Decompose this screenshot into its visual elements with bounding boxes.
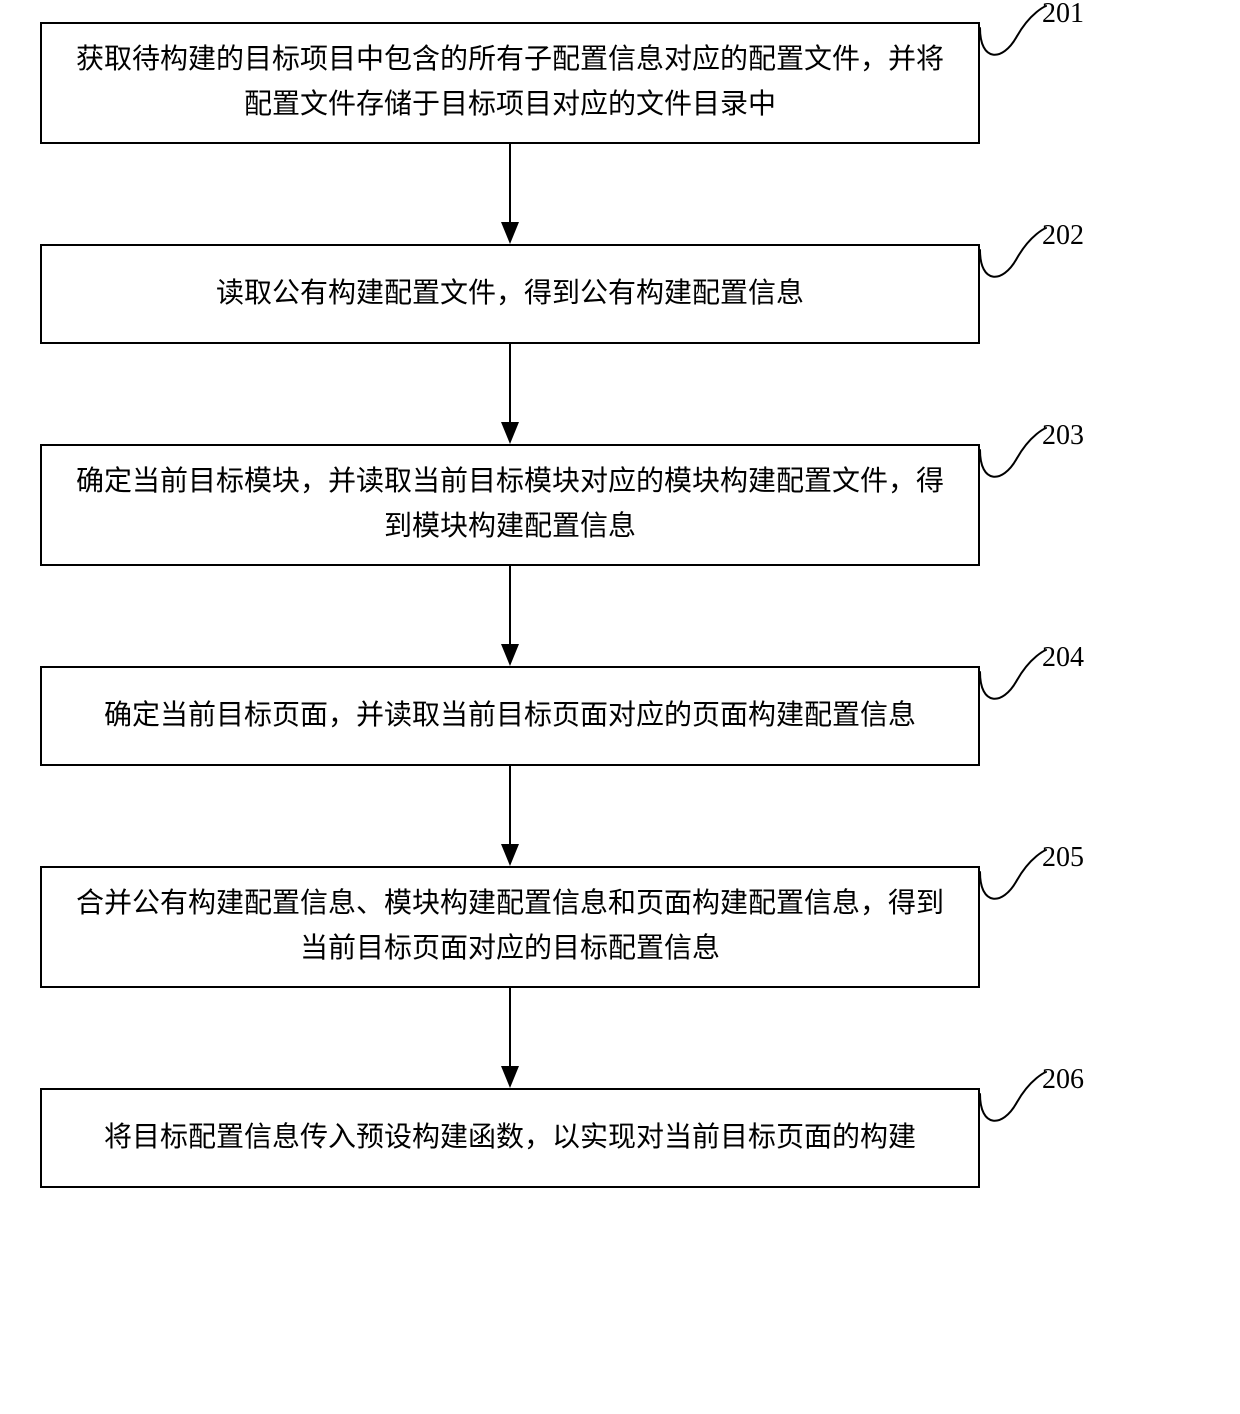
flow-step-text: 获取待构建的目标项目中包含的所有子配置信息对应的配置文件，并将配置文件存储于目标… [72, 38, 948, 128]
flow-step-label: 203 [1042, 420, 1084, 452]
flow-step-203: 确定当前目标模块，并读取当前目标模块对应的模块构建配置文件，得到模块构建配置信息 [40, 444, 980, 566]
flow-arrow [499, 144, 521, 249]
callout-curve [978, 1070, 1048, 1135]
flow-step-label: 202 [1042, 220, 1084, 252]
callout-curve [978, 4, 1048, 69]
flow-step-text: 确定当前目标模块，并读取当前目标模块对应的模块构建配置文件，得到模块构建配置信息 [72, 460, 948, 550]
flow-step-204: 确定当前目标页面，并读取当前目标页面对应的页面构建配置信息 [40, 666, 980, 766]
flow-step-201: 获取待构建的目标项目中包含的所有子配置信息对应的配置文件，并将配置文件存储于目标… [40, 22, 980, 144]
flow-arrow [499, 766, 521, 871]
flow-step-205: 合并公有构建配置信息、模块构建配置信息和页面构建配置信息，得到当前目标页面对应的… [40, 866, 980, 988]
flow-step-label: 204 [1042, 642, 1084, 674]
flow-step-text: 确定当前目标页面，并读取当前目标页面对应的页面构建配置信息 [104, 694, 916, 739]
flow-arrow [499, 344, 521, 449]
flow-step-label: 205 [1042, 842, 1084, 874]
flow-step-label: 201 [1042, 0, 1084, 30]
callout-curve [978, 426, 1048, 491]
flow-step-text: 读取公有构建配置文件，得到公有构建配置信息 [216, 272, 804, 317]
callout-curve [978, 848, 1048, 913]
flow-step-206: 将目标配置信息传入预设构建函数，以实现对当前目标页面的构建 [40, 1088, 980, 1188]
flow-arrow [499, 988, 521, 1093]
callout-curve [978, 648, 1048, 713]
flow-step-label: 206 [1042, 1064, 1084, 1096]
flow-arrow [499, 566, 521, 671]
flow-step-text: 将目标配置信息传入预设构建函数，以实现对当前目标页面的构建 [104, 1116, 916, 1161]
flow-step-202: 读取公有构建配置文件，得到公有构建配置信息 [40, 244, 980, 344]
callout-curve [978, 226, 1048, 291]
flow-step-text: 合并公有构建配置信息、模块构建配置信息和页面构建配置信息，得到当前目标页面对应的… [72, 882, 948, 972]
